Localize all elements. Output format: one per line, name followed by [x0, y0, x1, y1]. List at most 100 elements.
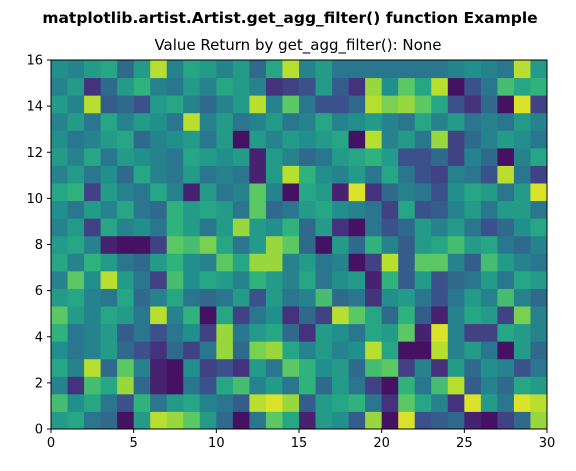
heatmap-cell: [398, 235, 416, 254]
heatmap-cell: [100, 218, 118, 237]
heatmap-cell: [348, 77, 366, 96]
heatmap-cell: [513, 376, 531, 395]
heatmap-cell: [381, 393, 399, 412]
heatmap-cell: [299, 306, 317, 325]
heatmap-cell: [265, 165, 283, 184]
heatmap-cell: [348, 200, 366, 219]
heatmap-cell: [414, 200, 432, 219]
heatmap-cell: [365, 270, 383, 289]
heatmap-cell: [150, 306, 168, 325]
heatmap-cell: [51, 341, 69, 360]
heatmap-cell: [51, 253, 69, 272]
heatmap-cell: [117, 218, 135, 237]
heatmap-cell: [332, 235, 350, 254]
heatmap-cell: [447, 235, 465, 254]
heatmap-cell: [216, 77, 234, 96]
heatmap-cell: [299, 376, 317, 395]
heatmap-cell: [166, 130, 184, 149]
heatmap-cell: [67, 341, 85, 360]
heatmap-cell: [150, 393, 168, 412]
heatmap-cell: [232, 200, 250, 219]
heatmap-cell: [183, 200, 201, 219]
heatmap-cell: [431, 253, 449, 272]
heatmap-cell: [100, 235, 118, 254]
heatmap-cell: [265, 77, 283, 96]
heatmap-cell: [166, 411, 184, 430]
heatmap-cell: [414, 147, 432, 166]
heatmap-cell: [232, 235, 250, 254]
heatmap-cell: [365, 323, 383, 342]
heatmap-cell: [332, 341, 350, 360]
heatmap-cell: [431, 376, 449, 395]
heatmap-cell: [348, 341, 366, 360]
heatmap-cell: [166, 147, 184, 166]
heatmap-cell: [414, 376, 432, 395]
heatmap-cell: [282, 341, 300, 360]
heatmap-cell: [414, 112, 432, 131]
heatmap-cell: [315, 112, 333, 131]
heatmap-cell: [249, 60, 267, 79]
heatmap-cell: [315, 253, 333, 272]
heatmap-cell: [150, 165, 168, 184]
heatmap-cell: [299, 218, 317, 237]
x-axis: 0 5 10 15 20 25 30: [47, 429, 555, 451]
heatmap-cell: [315, 235, 333, 254]
heatmap-cell: [332, 147, 350, 166]
heatmap-cell: [282, 112, 300, 131]
heatmap-cell: [398, 288, 416, 307]
heatmap-cell: [464, 341, 482, 360]
heatmap-cell: [315, 183, 333, 202]
heatmap-cell: [100, 183, 118, 202]
heatmap-cell: [166, 288, 184, 307]
heatmap-cell: [348, 411, 366, 430]
heatmap-cell: [464, 253, 482, 272]
y-tick-label: 16: [26, 54, 43, 69]
heatmap-cell: [414, 218, 432, 237]
heatmap-cell: [464, 165, 482, 184]
heatmap-cell: [67, 77, 85, 96]
heatmap-cell: [67, 95, 85, 114]
heatmap-cell: [51, 218, 69, 237]
heatmap-cell: [447, 60, 465, 79]
heatmap-cell: [414, 130, 432, 149]
heatmap-cell: [497, 323, 515, 342]
heatmap-cell: [133, 165, 151, 184]
heatmap-cell: [447, 288, 465, 307]
heatmap-cell: [199, 253, 217, 272]
heatmap-cell: [117, 95, 135, 114]
heatmap-cell: [265, 376, 283, 395]
heatmap-cell: [381, 288, 399, 307]
heatmap-cell: [84, 376, 102, 395]
heatmap-cell: [249, 218, 267, 237]
heatmap-cell: [431, 218, 449, 237]
heatmap-cell: [216, 165, 234, 184]
heatmap-cell: [381, 411, 399, 430]
heatmap-cell: [265, 218, 283, 237]
heatmap-cell: [315, 358, 333, 377]
heatmap-cell: [447, 165, 465, 184]
heatmap-cell: [67, 60, 85, 79]
heatmap-cell: [398, 323, 416, 342]
heatmap-cell: [381, 341, 399, 360]
heatmap-cell: [431, 147, 449, 166]
heatmap-cell: [315, 411, 333, 430]
heatmap-cell: [530, 165, 548, 184]
heatmap-cell: [315, 393, 333, 412]
heatmap-cell: [464, 200, 482, 219]
heatmap-cell: [100, 411, 118, 430]
heatmap-cell: [199, 358, 217, 377]
heatmap-cell: [183, 288, 201, 307]
heatmap-cell: [150, 130, 168, 149]
heatmap-cell: [381, 77, 399, 96]
heatmap-cell: [398, 306, 416, 325]
heatmap-cell: [100, 341, 118, 360]
heatmap-cell: [150, 95, 168, 114]
x-tick-label: 20: [373, 436, 390, 451]
heatmap-cell: [480, 270, 498, 289]
heatmap-cell: [133, 112, 151, 131]
heatmap-cell: [133, 358, 151, 377]
heatmap-cell: [166, 253, 184, 272]
heatmap-cell: [265, 270, 283, 289]
heatmap-cell: [199, 147, 217, 166]
heatmap-cell: [84, 130, 102, 149]
